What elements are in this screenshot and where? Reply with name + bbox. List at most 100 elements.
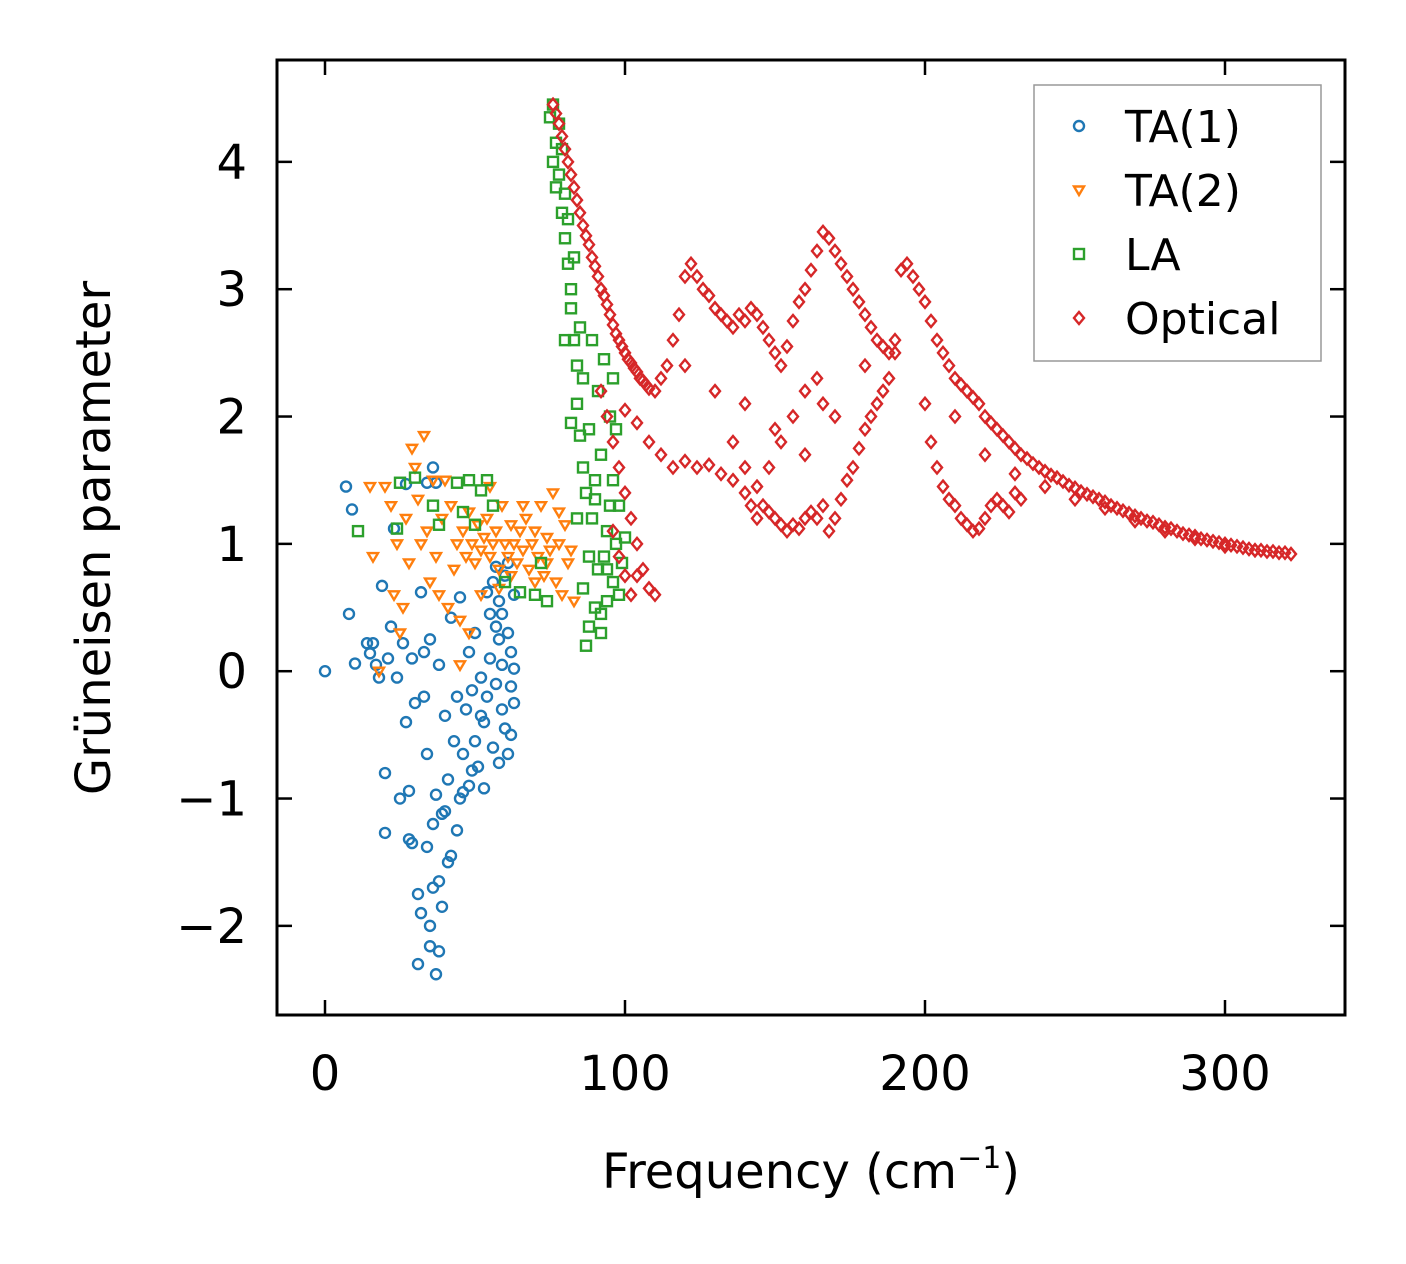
data-point (840, 472, 854, 489)
data-point (435, 807, 449, 821)
data-point (546, 155, 560, 169)
data-point (1020, 450, 1034, 467)
y-axis-title: Grüneisen parameter (66, 281, 122, 796)
data-point (453, 591, 467, 604)
legend-marker (1072, 310, 1086, 326)
data-point (582, 550, 596, 563)
data-point (533, 500, 549, 514)
data-point (566, 596, 582, 609)
data-point (395, 602, 411, 615)
data-point (450, 824, 464, 837)
data-point (390, 522, 404, 535)
x-axis-title: Frequency (cm−1) (602, 1141, 1020, 1200)
legend-marker (1072, 247, 1086, 261)
data-point (473, 545, 489, 558)
data-point (780, 338, 794, 355)
data-point (476, 532, 492, 545)
data-point (1158, 523, 1172, 540)
data-point (515, 545, 531, 558)
data-point (489, 677, 503, 691)
data-point (417, 645, 431, 659)
data-point (438, 805, 452, 818)
data-point (452, 615, 468, 628)
data-point (506, 539, 522, 552)
data-point (798, 383, 812, 399)
data-point (551, 507, 567, 520)
data-point (495, 658, 509, 672)
data-point (426, 817, 440, 831)
data-point (467, 558, 483, 571)
data-point (726, 472, 740, 489)
data-point (876, 383, 890, 399)
data-point (573, 429, 587, 442)
data-point (612, 548, 626, 565)
data-point (468, 626, 482, 640)
series-ta-2- (362, 430, 582, 679)
data-point (465, 684, 479, 697)
data-point (495, 607, 509, 621)
data-point (545, 488, 561, 501)
data-point (612, 459, 626, 476)
data-point (560, 558, 576, 571)
data-point (393, 792, 407, 805)
data-point (1248, 542, 1262, 559)
data-point (378, 766, 392, 780)
data-point (684, 255, 698, 272)
data-point (477, 715, 491, 729)
data-point (515, 500, 531, 514)
data-point (477, 782, 491, 795)
data-point (606, 474, 620, 487)
data-point (738, 313, 752, 329)
data-point (483, 652, 497, 665)
data-point (942, 357, 956, 374)
data-point (579, 639, 593, 652)
data-point (726, 319, 740, 336)
data-point (449, 539, 465, 552)
data-point (447, 735, 461, 748)
data-point (888, 344, 902, 361)
data-point (570, 359, 584, 372)
data-point (612, 588, 626, 601)
legend-label: TA(2) (1124, 166, 1241, 217)
data-point (630, 364, 644, 380)
data-point (924, 313, 938, 329)
data-point (564, 166, 578, 183)
legend-entries: TA(1) TA(2) LA Optical (1071, 102, 1280, 345)
data-point (594, 448, 608, 461)
data-point (492, 594, 506, 608)
data-point (618, 402, 632, 419)
data-point (452, 660, 468, 673)
data-point (536, 571, 552, 584)
data-point (423, 940, 437, 953)
data-point (524, 539, 540, 552)
data-point (600, 563, 614, 576)
data-point (558, 187, 572, 200)
data-point (918, 294, 932, 310)
data-point (786, 313, 800, 329)
data-point (660, 357, 674, 374)
data-point (390, 671, 404, 684)
legend-entry: TA(2) (1071, 166, 1241, 217)
data-point (678, 453, 692, 469)
data-point (606, 575, 620, 589)
data-point (365, 551, 381, 564)
data-point (420, 840, 434, 854)
data-point (539, 532, 555, 545)
data-point (624, 510, 638, 527)
data-point (498, 575, 512, 589)
legend-entry: Optical (1072, 294, 1280, 345)
data-point (912, 281, 926, 298)
data-point (474, 709, 488, 722)
data-point (485, 539, 501, 552)
data-point (738, 459, 752, 476)
data-point (858, 421, 872, 438)
data-point (498, 569, 512, 582)
data-point (576, 461, 590, 474)
data-point (828, 243, 842, 259)
data-point (762, 459, 776, 476)
data-point (870, 395, 884, 412)
data-point (834, 255, 848, 272)
data-point (468, 518, 482, 531)
data-point (413, 539, 429, 552)
data-point (501, 747, 515, 761)
